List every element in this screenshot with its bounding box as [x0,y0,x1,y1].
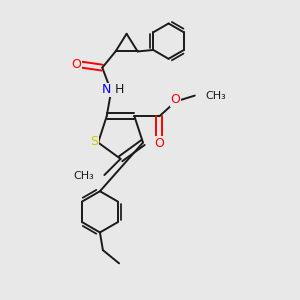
Text: N: N [102,83,111,96]
Text: CH₃: CH₃ [205,91,226,100]
Text: CH₃: CH₃ [73,172,94,182]
Text: S: S [91,136,99,148]
Text: O: O [71,58,81,71]
Text: O: O [171,93,181,106]
Text: H: H [115,83,124,96]
Text: O: O [154,137,164,150]
